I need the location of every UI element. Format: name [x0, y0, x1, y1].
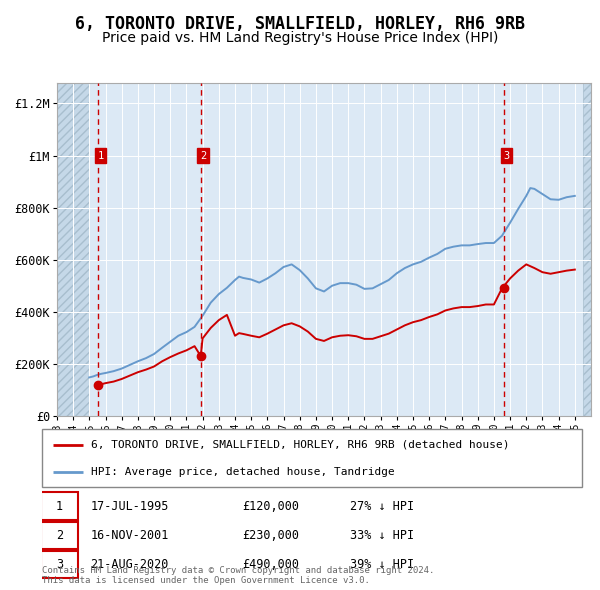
Text: 6, TORONTO DRIVE, SMALLFIELD, HORLEY, RH6 9RB (detached house): 6, TORONTO DRIVE, SMALLFIELD, HORLEY, RH… [91, 440, 509, 450]
Text: 1: 1 [97, 150, 104, 160]
Text: 16-NOV-2001: 16-NOV-2001 [91, 529, 169, 542]
Text: 33% ↓ HPI: 33% ↓ HPI [350, 529, 414, 542]
Text: 21-AUG-2020: 21-AUG-2020 [91, 558, 169, 571]
FancyBboxPatch shape [41, 551, 77, 578]
FancyBboxPatch shape [42, 429, 582, 487]
FancyBboxPatch shape [41, 522, 77, 549]
Text: £120,000: £120,000 [242, 500, 299, 513]
Text: 3: 3 [503, 150, 510, 160]
Bar [57, 83, 89, 416]
Text: Price paid vs. HM Land Registry's House Price Index (HPI): Price paid vs. HM Land Registry's House … [102, 31, 498, 45]
Text: 27% ↓ HPI: 27% ↓ HPI [350, 500, 414, 513]
Text: 39% ↓ HPI: 39% ↓ HPI [350, 558, 414, 571]
Bar [583, 83, 591, 416]
Text: 17-JUL-1995: 17-JUL-1995 [91, 500, 169, 513]
Text: HPI: Average price, detached house, Tandridge: HPI: Average price, detached house, Tand… [91, 467, 394, 477]
Text: 6, TORONTO DRIVE, SMALLFIELD, HORLEY, RH6 9RB: 6, TORONTO DRIVE, SMALLFIELD, HORLEY, RH… [75, 15, 525, 33]
Text: 1: 1 [56, 500, 63, 513]
Text: 2: 2 [56, 529, 63, 542]
Text: £490,000: £490,000 [242, 558, 299, 571]
Text: £230,000: £230,000 [242, 529, 299, 542]
Text: 3: 3 [56, 558, 63, 571]
FancyBboxPatch shape [41, 493, 77, 520]
Text: 2: 2 [200, 150, 206, 160]
Text: Contains HM Land Registry data © Crown copyright and database right 2024.
This d: Contains HM Land Registry data © Crown c… [42, 566, 434, 585]
